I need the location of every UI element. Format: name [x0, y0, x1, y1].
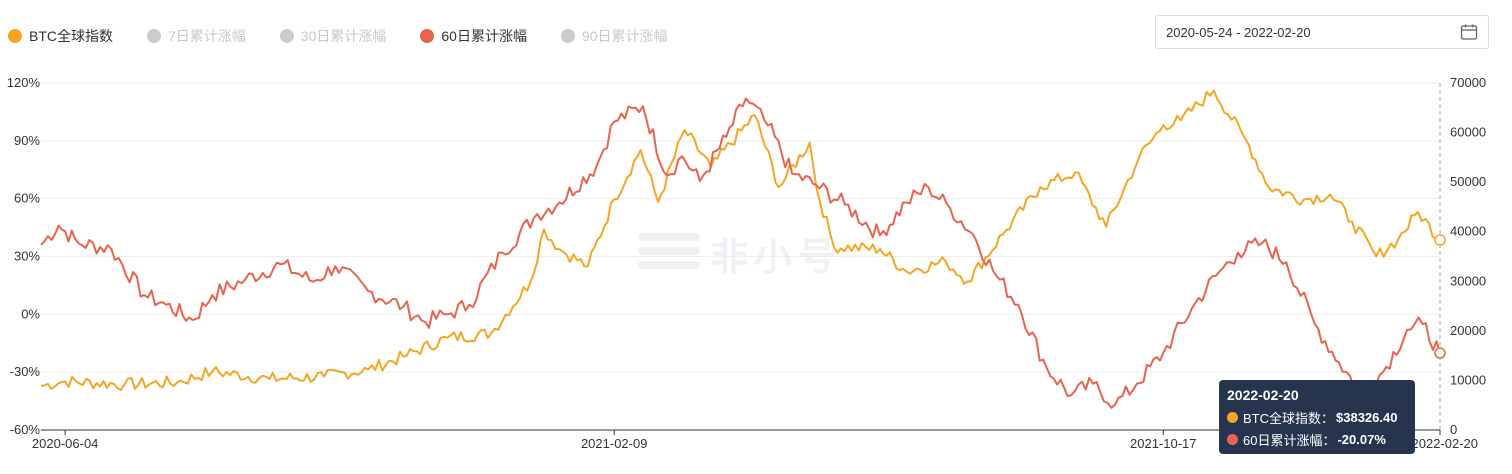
y-right-tick-label: 50000 — [1450, 174, 1486, 189]
legend-dot-icon — [8, 29, 22, 43]
tooltip-row-60d: 60日累计涨幅： -20.07% — [1227, 430, 1407, 449]
series-line-60d-change — [40, 97, 1441, 409]
tooltip-date: 2022-02-20 — [1227, 387, 1299, 403]
legend-item-30d-change[interactable]: 30日累计涨幅 — [279, 26, 387, 46]
y-right-tick-label: 10000 — [1450, 372, 1486, 387]
end-point-btc-index — [1434, 234, 1446, 246]
legend-dot-icon — [420, 29, 435, 43]
y-left-tick-label: 30% — [14, 249, 40, 264]
date-range-picker[interactable]: 2020-05-24 - 2022-02-20 — [1155, 15, 1489, 49]
legend-dot-icon — [147, 29, 161, 43]
tooltip-dot-icon — [1227, 434, 1238, 445]
legend-dot-icon — [560, 29, 575, 43]
tooltip-series-name: BTC全球指数： — [1243, 411, 1335, 426]
y-right-tick-label: 40000 — [1450, 224, 1486, 239]
watermark-logo-icon — [638, 231, 700, 276]
legend: BTC全球指数 7日累计涨幅 30日累计涨幅 60日累计涨幅 90日累计涨幅 — [8, 26, 702, 46]
y-right-tick-label: 30000 — [1450, 273, 1486, 288]
legend-label: 60日累计涨幅 — [441, 28, 527, 44]
y-right-tick-label: 70000 — [1450, 75, 1486, 90]
tooltip-row-btc: BTC全球指数： $38326.40 — [1227, 408, 1407, 427]
y-right-tick-label: 0 — [1450, 422, 1457, 437]
y-left-tick-label: 120% — [7, 75, 41, 90]
legend-label: 30日累计涨幅 — [300, 28, 387, 44]
legend-item-btc-index[interactable]: BTC全球指数 — [8, 26, 113, 46]
tooltip-dot-icon — [1227, 412, 1238, 423]
tooltip-series-name: 60日累计涨幅： — [1243, 433, 1336, 448]
x-tick-label: 2020-06-04 — [32, 436, 99, 451]
y-right-tick-label: 20000 — [1450, 323, 1486, 338]
legend-label: BTC全球指数 — [29, 28, 113, 44]
watermark-text: 非小号 — [710, 237, 843, 279]
axes: 120% 90% 60% 30% 0% -30% -60% 70000 60000 50000 40… — [7, 75, 1486, 451]
x-tick-label: 2021-02-09 — [581, 436, 648, 451]
x-tick-label: 2022-02-20 — [1412, 436, 1479, 451]
legend-dot-icon — [279, 29, 294, 43]
chart-tooltip: 2022-02-20 BTC全球指数： $38326.40 60日累计涨幅： -… — [1219, 380, 1415, 454]
end-markers — [1434, 234, 1446, 359]
series-lines — [40, 89, 1441, 409]
y-left-tick-label: -30% — [10, 364, 41, 379]
tooltip-series-value: $38326.40 — [1336, 410, 1398, 425]
legend-item-60d-change[interactable]: 60日累计涨幅 — [420, 26, 527, 46]
legend-item-7d-change[interactable]: 7日累计涨幅 — [147, 26, 246, 46]
y-left-tick-label: -60% — [10, 422, 41, 437]
legend-item-90d-change[interactable]: 90日累计涨幅 — [560, 26, 668, 46]
date-range-value: 2020-05-24 - 2022-02-20 — [1166, 24, 1311, 40]
y-left-tick-label: 0% — [21, 306, 40, 321]
end-point-60d-change — [1434, 347, 1446, 359]
grid-lines — [41, 82, 1441, 430]
tooltip-series-value: -20.07% — [1337, 432, 1386, 447]
watermark: 非小号 — [638, 226, 842, 281]
y-left-tick-label: 60% — [14, 191, 40, 206]
legend-label: 7日累计涨幅 — [168, 28, 246, 44]
calendar-icon[interactable] — [1460, 23, 1478, 41]
x-tick-label: 2021-10-17 — [1130, 436, 1197, 451]
series-line-btc-index — [40, 89, 1441, 391]
legend-label: 90日累计涨幅 — [581, 28, 668, 44]
y-left-tick-label: 90% — [14, 133, 40, 148]
y-right-tick-label: 60000 — [1450, 125, 1486, 140]
